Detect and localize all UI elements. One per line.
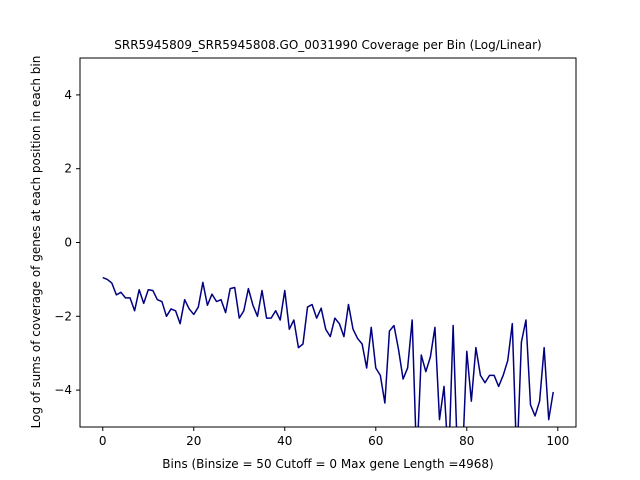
y-tick-label: 0 <box>64 236 72 250</box>
x-tick-label: 20 <box>186 434 201 448</box>
plot-marks <box>102 276 554 427</box>
y-axis-label: Log of sums of coverage of genes at each… <box>29 56 43 429</box>
x-tick-label: 40 <box>277 434 292 448</box>
x-tick-label: 100 <box>546 434 569 448</box>
x-axis: 0 20 40 60 80 100 <box>99 427 569 448</box>
y-tick-label: 4 <box>64 88 72 102</box>
series-line-0 <box>102 276 554 427</box>
x-tick-label: 60 <box>368 434 383 448</box>
x-tick-label: 80 <box>459 434 474 448</box>
y-tick-label: −2 <box>54 309 72 323</box>
y-axis: −4 −2 0 2 4 <box>54 88 80 397</box>
x-axis-label: Bins (Binsize = 50 Cutoff = 0 Max gene L… <box>162 457 493 471</box>
plot-frame <box>79 57 577 428</box>
x-tick-label: 0 <box>99 434 107 448</box>
y-tick-label: 2 <box>64 162 72 176</box>
y-tick-label: −4 <box>54 383 72 397</box>
chart-title: SRR5945809_SRR5945808.GO_0031990 Coverag… <box>114 38 541 52</box>
